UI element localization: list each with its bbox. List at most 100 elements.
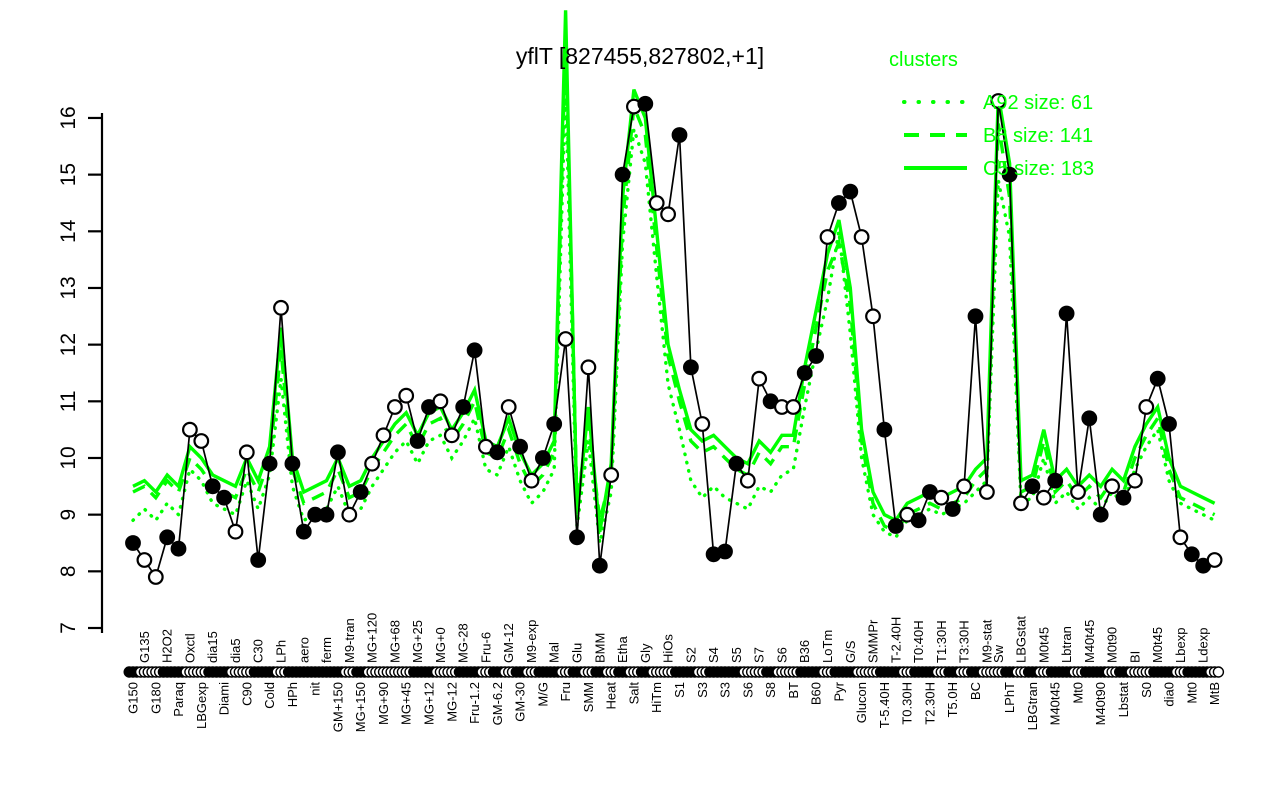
- x-tick-label-text: SMMPr: [866, 619, 881, 663]
- x-tick-label-text: T5.0H: [945, 682, 960, 717]
- x-tick-label: Diami: [217, 682, 232, 715]
- x-tick-label-text: M/G: [535, 682, 550, 707]
- x-tick-label: T3:30H: [957, 620, 972, 663]
- x-tick-label: Fru-1.2: [467, 682, 482, 724]
- x-tick-label: GM-12: [501, 623, 516, 663]
- y-axis: 7 8 9 10 11 12 13 14 15 16: [57, 106, 104, 634]
- chart-title: yflT [827455,827802,+1]: [516, 43, 764, 69]
- profile-point-open: [375, 427, 392, 444]
- x-tick-label-text: MG-12: [444, 682, 459, 722]
- profile-point-open: [979, 484, 995, 500]
- x-tick-label-text: T2.30H: [922, 682, 937, 725]
- profile-point-filled: [944, 501, 961, 517]
- y-tick-label: 10: [57, 446, 80, 469]
- profile-point-open: [956, 478, 972, 495]
- x-tick-label: MG+68: [387, 620, 402, 663]
- profile-point-filled: [796, 365, 813, 381]
- x-tick-label-text: GM+150: [330, 682, 345, 732]
- y-tick-label: 14: [57, 219, 80, 243]
- y-tick-label: 13: [57, 276, 80, 299]
- x-tick-label-text: Fru-1.2: [467, 682, 482, 724]
- x-tick-label: S0: [1139, 682, 1154, 698]
- x-tick-label: MG+90: [376, 682, 391, 725]
- x-tick-label-text: M0t45: [1036, 627, 1051, 663]
- x-tick-label-text: M40t45: [1048, 682, 1063, 725]
- x-tick-label-text: dia15: [205, 631, 220, 663]
- x-tick-label-text: T3:30H: [957, 620, 972, 663]
- profile-point-open: [603, 467, 620, 483]
- x-tick-label-text: Ldexp: [1196, 628, 1211, 663]
- profile-point-filled: [671, 127, 688, 143]
- y-tick-label: 16: [57, 106, 80, 129]
- x-tick-label: G180: [148, 682, 163, 714]
- x-tick-label: Lbstat: [1116, 682, 1131, 718]
- profile-point-open: [694, 416, 711, 432]
- x-tick-label: Oxctl: [182, 633, 197, 663]
- profile-point-open: [147, 569, 164, 585]
- x-tick-label-text: S4: [706, 647, 721, 663]
- x-tick-label: MG-28: [456, 623, 471, 663]
- x-tick-label: Lbtran: [1059, 626, 1074, 663]
- x-tick-label: M/G: [535, 682, 550, 707]
- x-tick-label: LPhT: [1002, 682, 1017, 713]
- profile-point-open: [580, 359, 597, 376]
- x-tick-label: S7: [752, 647, 767, 663]
- x-tick-label: Ldexp: [1196, 628, 1211, 663]
- x-tick-label-text: M9-exp: [524, 620, 539, 663]
- x-tick-label-text: GM-12: [501, 623, 516, 663]
- x-tick-label: Mal: [547, 642, 562, 663]
- x-tick-label-text: H2O2: [160, 629, 175, 663]
- y-tick-label-text: 14: [57, 219, 80, 243]
- x-tick-label: MG+25: [410, 620, 425, 663]
- x-tick-label: Gly: [638, 643, 653, 663]
- profile-point-open: [1126, 472, 1143, 489]
- profile-point-filled: [728, 455, 745, 472]
- x-tick-label: Pyr: [831, 681, 846, 701]
- x-tick-label-text: S3: [718, 682, 733, 698]
- x-tick-label: Etha: [615, 635, 630, 663]
- x-tick-label: dia5: [228, 638, 243, 663]
- x-tick-label-text: M0t45: [1150, 627, 1165, 663]
- x-tick-label: ferm: [319, 637, 334, 663]
- y-tick-label-text: 16: [57, 106, 80, 129]
- profile-point-filled: [876, 421, 893, 438]
- y-tick-label: 11: [57, 390, 80, 412]
- profile-point-filled: [455, 399, 472, 415]
- profile-point-open: [341, 506, 358, 523]
- profile-point-filled: [683, 359, 699, 376]
- x-tick-label: GM+150: [330, 682, 345, 732]
- x-tick-label: T-2.40H: [888, 617, 903, 663]
- x-tick-label: GM-30: [513, 682, 528, 722]
- y-tick-label-text: 12: [57, 333, 80, 356]
- x-tick-label-text: M40t90: [1093, 682, 1108, 725]
- x-tick-label: S2: [683, 647, 698, 663]
- profile-point-filled: [1161, 416, 1177, 432]
- x-tick-label: MG+0: [433, 627, 448, 663]
- x-tick-label: BI: [1127, 651, 1142, 663]
- profile-point-open: [500, 399, 517, 415]
- profile-point-open: [1138, 399, 1155, 415]
- x-tick-label-text: Gly: [638, 643, 653, 663]
- x-tick-label-text: B36: [797, 640, 812, 663]
- x-tick-label-text: ferm: [319, 637, 334, 663]
- condition-sample-marker: [1212, 666, 1225, 678]
- profile-point-open: [227, 523, 244, 540]
- profile-point-filled: [910, 512, 927, 529]
- profile-point-open: [1035, 489, 1052, 506]
- x-tick-label-text: B60: [809, 682, 824, 705]
- x-tick-label-text: G180: [148, 682, 163, 714]
- x-tick-label-text: Glucon: [854, 682, 869, 723]
- profile-point-open: [1070, 484, 1086, 500]
- x-tick-label: MtB: [1207, 682, 1222, 705]
- plot-area: [125, 10, 1223, 585]
- profile-point-filled: [466, 342, 483, 359]
- profile-point-open: [865, 308, 881, 325]
- x-tick-label: LBGexp: [194, 682, 209, 729]
- cluster-line-B8: [132, 38, 1216, 534]
- profile-point-filled: [489, 444, 506, 461]
- x-tick-label: LPh: [274, 640, 289, 663]
- x-tick-label: HiTm: [649, 682, 664, 713]
- x-tick-label-text: S3: [695, 682, 710, 698]
- profile-point-filled: [409, 433, 426, 449]
- profile-point-open: [364, 455, 381, 472]
